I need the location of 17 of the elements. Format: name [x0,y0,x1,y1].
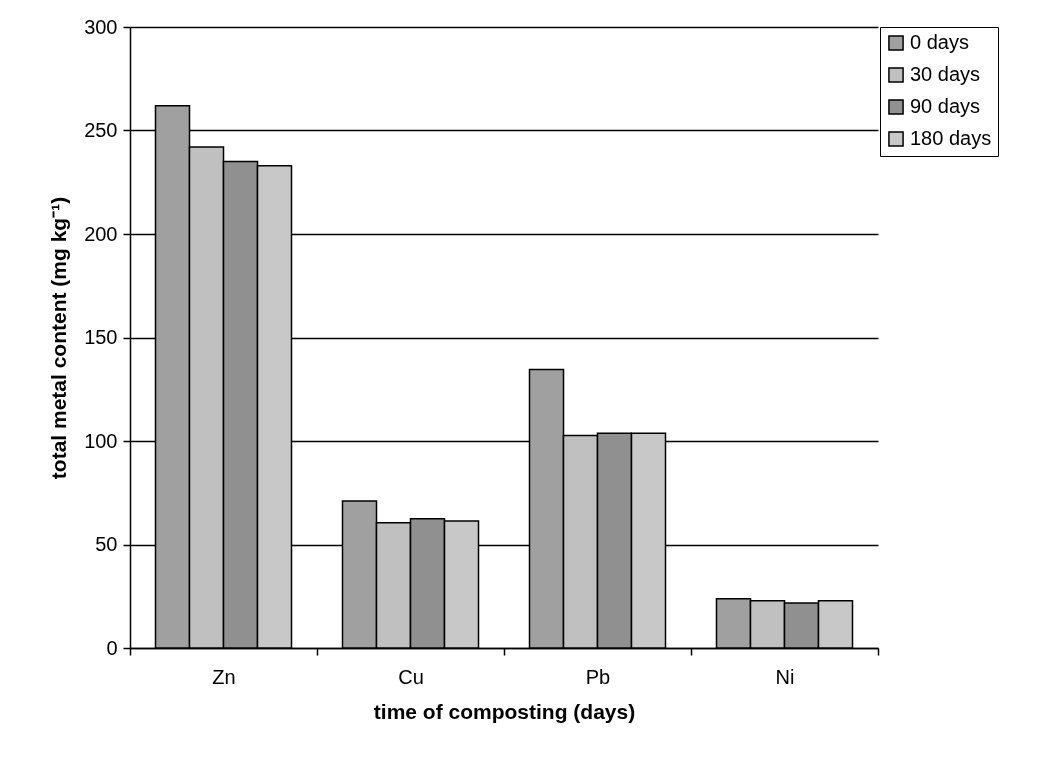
legend-label: 30 days [910,63,981,85]
x-tick-label: Zn [212,665,236,688]
y-tick-label: 200 [84,222,118,245]
y-axis-title: total metal content (mg kg⁻¹) [47,196,71,480]
x-tick-label: Ni [775,665,795,688]
legend-label: 0 days [910,31,969,53]
y-tick-label: 100 [84,429,118,452]
y-tick-label: 250 [84,119,118,141]
x-tick-label: Cu [398,665,424,688]
y-tick-label: 150 [84,326,118,348]
y-tick-label: 0 [106,636,118,659]
y-tick-label: 50 [95,533,118,555]
legend-label: 90 days [910,95,981,117]
x-axis-title: time of composting (days) [373,699,636,723]
y-tick-label: 300 [84,15,118,38]
x-tick-label: Pb [585,665,611,688]
legend-label: 180 days [910,127,992,149]
